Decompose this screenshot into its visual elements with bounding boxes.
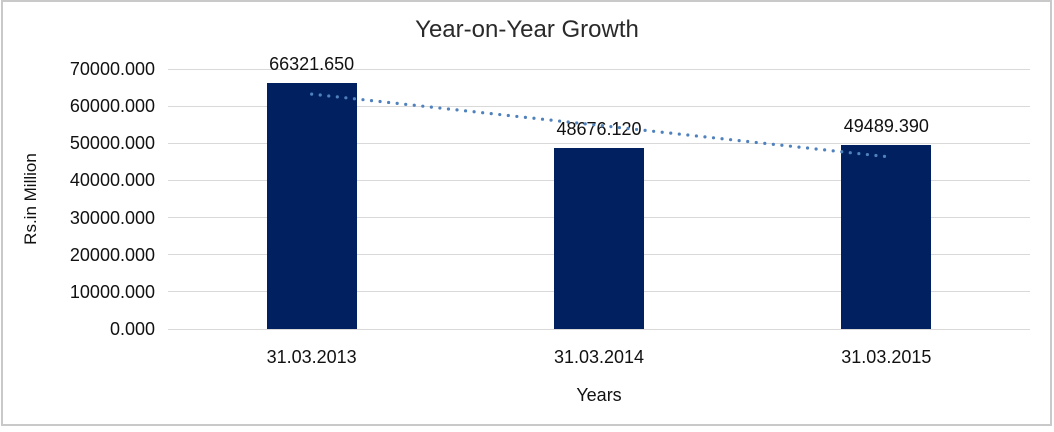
bar — [266, 82, 357, 329]
gridline — [168, 328, 1030, 330]
y-tick-label: 0.000 — [109, 319, 155, 339]
y-tick-label: 70000.000 — [69, 59, 155, 79]
bar — [841, 145, 932, 329]
y-tick-label: 10000.000 — [69, 281, 155, 302]
data-label: 48676.120 — [556, 119, 642, 140]
chart-title: Year-on-Year Growth — [415, 16, 639, 43]
x-tick-label: 31.03.2014 — [553, 347, 645, 367]
gridline — [168, 68, 1030, 70]
y-tick-label: 50000.000 — [69, 133, 155, 154]
y-tick-label: 30000.000 — [69, 207, 155, 228]
x-tick-label: 31.03.2015 — [841, 347, 932, 367]
y-tick-label: 40000.000 — [69, 170, 155, 191]
data-label: 66321.650 — [269, 53, 355, 74]
bar — [554, 148, 644, 329]
y-axis-title: Rs.in Million — [21, 153, 40, 245]
data-label: 49489.390 — [843, 116, 929, 137]
x-tick-label: 31.03.2013 — [266, 347, 357, 367]
y-tick-label: 60000.000 — [69, 96, 155, 117]
x-axis-title: Years — [576, 385, 622, 405]
y-tick-label: 20000.000 — [69, 244, 155, 265]
